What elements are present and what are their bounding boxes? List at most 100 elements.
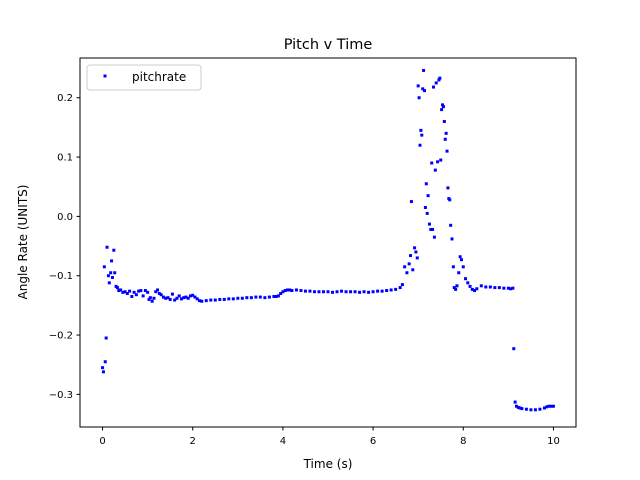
- data-point: [110, 259, 114, 263]
- data-point: [170, 292, 174, 296]
- data-point: [475, 287, 479, 291]
- data-point: [549, 404, 553, 408]
- data-point: [513, 400, 517, 404]
- data-point: [137, 289, 141, 293]
- data-point: [436, 160, 440, 164]
- data-point: [458, 255, 462, 259]
- data-point: [272, 294, 276, 298]
- legend-box: [86, 64, 202, 91]
- data-point: [403, 265, 407, 269]
- data-point: [358, 290, 362, 294]
- data-point: [195, 297, 199, 301]
- data-point: [245, 296, 249, 300]
- data-point: [154, 290, 158, 294]
- data-point: [545, 405, 549, 409]
- data-point: [101, 366, 105, 370]
- data-point: [227, 297, 231, 301]
- data-point: [103, 360, 107, 364]
- legend-label: pitchrate: [132, 70, 186, 84]
- data-point: [331, 290, 335, 294]
- data-point: [107, 281, 111, 285]
- y-tick-label: −0.1: [49, 271, 73, 282]
- data-point: [433, 168, 437, 172]
- data-point: [432, 235, 436, 239]
- y-tick-label: 0.1: [57, 153, 73, 164]
- data-point: [409, 200, 413, 204]
- data-point: [509, 287, 513, 291]
- data-point: [441, 105, 445, 109]
- data-point: [274, 294, 278, 298]
- data-point: [299, 289, 303, 293]
- data-point: [438, 76, 442, 80]
- data-point: [506, 286, 510, 290]
- data-point: [459, 258, 463, 262]
- data-point: [209, 298, 213, 302]
- data-point: [161, 295, 165, 299]
- data-point: [420, 133, 424, 137]
- data-point: [200, 299, 204, 303]
- data-point: [362, 290, 366, 294]
- data-point: [335, 290, 339, 294]
- data-point: [542, 406, 546, 410]
- data-point: [455, 284, 459, 288]
- data-point: [524, 407, 528, 411]
- data-point: [385, 289, 389, 293]
- data-point: [416, 84, 420, 88]
- data-point: [188, 294, 192, 298]
- plot-frame: [79, 57, 577, 428]
- data-point: [415, 256, 419, 260]
- data-point: [159, 293, 163, 297]
- data-point: [457, 271, 461, 275]
- data-point: [502, 286, 506, 290]
- data-point: [179, 297, 183, 301]
- data-point: [450, 237, 454, 241]
- data-point: [551, 404, 555, 408]
- data-point: [326, 290, 330, 294]
- data-point: [147, 297, 151, 301]
- data-point: [104, 336, 108, 340]
- data-point: [317, 290, 321, 294]
- y-axis-ticks: −0.3 −0.2 −0.1 0.0 0.1 0.2: [49, 93, 80, 401]
- data-point: [106, 274, 110, 278]
- data-point: [520, 407, 524, 411]
- data-point: [156, 288, 160, 292]
- data-point: [405, 271, 409, 275]
- data-point: [123, 290, 127, 294]
- data-point: [150, 299, 154, 303]
- data-point: [473, 289, 477, 293]
- data-point: [422, 89, 426, 93]
- data-point: [533, 408, 537, 412]
- x-tick-label: 8: [460, 436, 466, 447]
- data-point: [281, 290, 285, 294]
- data-point: [109, 271, 113, 275]
- data-point: [279, 292, 283, 296]
- y-tick-label: −0.3: [49, 390, 73, 401]
- data-point: [417, 96, 421, 100]
- data-point: [204, 299, 208, 303]
- data-point: [121, 290, 125, 294]
- data-point: [283, 289, 287, 293]
- data-point: [451, 265, 455, 269]
- data-point: [290, 289, 294, 293]
- x-tick-label: 10: [547, 436, 560, 447]
- data-point: [353, 290, 357, 294]
- data-point: [468, 284, 472, 288]
- data-point: [263, 296, 267, 300]
- data-point: [411, 268, 415, 272]
- data-point: [152, 296, 156, 300]
- data-point: [449, 223, 453, 227]
- data-point: [254, 295, 258, 299]
- data-point: [394, 287, 398, 291]
- data-point: [434, 81, 438, 85]
- data-point: [431, 227, 435, 231]
- data-point: [466, 281, 470, 285]
- data-point: [429, 227, 433, 231]
- data-point: [177, 294, 181, 298]
- data-point: [422, 68, 426, 72]
- data-point: [470, 287, 474, 291]
- data-point: [413, 246, 417, 250]
- data-point: [444, 131, 448, 135]
- data-point: [419, 128, 423, 132]
- data-point: [308, 289, 312, 293]
